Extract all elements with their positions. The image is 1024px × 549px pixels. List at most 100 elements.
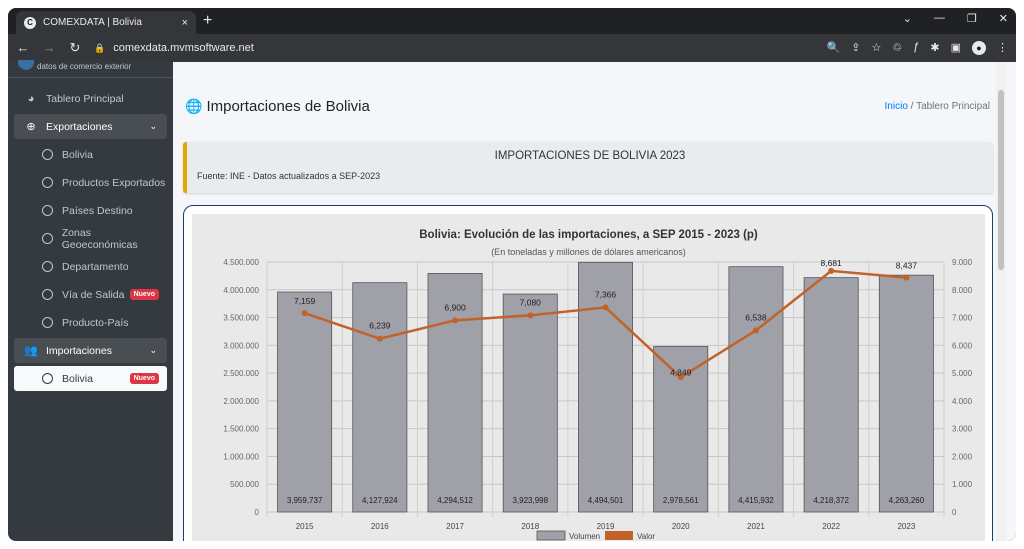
- extensions-puzzle-icon[interactable]: ✱: [930, 42, 940, 54]
- imports-chart: 0 0 500.000 1.000 1.000.000 2.000 1.500.000 3.0…: [223, 258, 973, 541]
- close-window-icon[interactable]: ✕: [998, 13, 1008, 25]
- bar-volumen: [352, 282, 408, 513]
- sidebar-item-productos-exportados[interactable]: Productos Exportados: [14, 170, 167, 195]
- x-tick-label: 2015: [296, 522, 314, 531]
- browser-tab[interactable]: C COMEXDATA | Bolivia ×: [16, 11, 196, 34]
- callout-heading: IMPORTACIONES DE BOLIVIA 2023: [494, 150, 686, 162]
- y-left-tick-label: 3.500.000: [223, 314, 259, 323]
- line-data-label: 8,437: [896, 261, 918, 271]
- line-point-valor: [903, 274, 910, 281]
- bookmark-star-icon[interactable]: ☆: [871, 42, 882, 54]
- sidebar-item-producto-pais[interactable]: Producto-País: [14, 310, 167, 335]
- line-data-label: 6,900: [444, 302, 466, 312]
- line-point-valor: [527, 312, 534, 319]
- circle-icon: [42, 177, 53, 188]
- x-tick-label: 2018: [521, 522, 539, 531]
- brand-logo-icon: [18, 60, 34, 70]
- circle-icon: [42, 233, 53, 244]
- bar-data-label: 4,263,260: [889, 496, 925, 505]
- lock-icon[interactable]: 🔒: [94, 42, 106, 53]
- bar-data-label: 3,923,998: [512, 496, 548, 505]
- chevron-down-icon: ⌄: [149, 121, 157, 131]
- new-badge: Nuevo: [129, 289, 159, 300]
- sidebar-item-imp-bolivia[interactable]: Bolivia Nuevo: [14, 366, 167, 391]
- y-right-tick-label: 9.000: [952, 258, 973, 267]
- callout-source: Fuente: INE - Datos actualizados a SEP-2…: [197, 171, 381, 181]
- profile-avatar-icon[interactable]: ●: [972, 41, 986, 55]
- sidebar-item-label: Países Destino: [62, 204, 133, 217]
- bar-volumen: [427, 273, 483, 513]
- restore-icon[interactable]: ❐: [966, 13, 977, 25]
- bar-volumen: [277, 291, 333, 513]
- y-right-tick-label: 1.000: [952, 480, 973, 489]
- zoom-icon[interactable]: 🔍: [826, 42, 841, 54]
- sidebar-item-label: Bolivia: [62, 372, 93, 385]
- sidebar-item-paises-destino[interactable]: Países Destino: [14, 198, 167, 223]
- sidebar-item-zonas-geoeconomicas[interactable]: Zonas Geoeconómicas: [14, 226, 167, 251]
- y-left-tick-label: 1.000.000: [223, 452, 259, 461]
- page-scrollbar[interactable]: [996, 62, 1006, 541]
- back-icon[interactable]: ←: [16, 40, 30, 55]
- x-tick-label: 2020: [672, 522, 690, 531]
- circle-icon: [42, 261, 53, 272]
- share-icon[interactable]: ⇪: [851, 42, 861, 54]
- line-data-label: 7,159: [294, 296, 316, 306]
- bar-volumen: [878, 274, 934, 513]
- bar-data-label: 4,127,924: [362, 496, 398, 505]
- breadcrumb-home-link[interactable]: Inicio: [884, 101, 908, 112]
- line-point-valor: [376, 335, 383, 342]
- extension-recycle-icon[interactable]: ♲: [892, 42, 903, 54]
- users-icon: 👥: [24, 345, 38, 357]
- sidebar-item-label: Importaciones: [46, 344, 112, 357]
- url-field[interactable]: 🔒 comexdata.mvmsoftware.net: [94, 37, 827, 59]
- y-left-tick-label: 1.500.000: [223, 425, 259, 434]
- page-title-text: Importaciones de Bolivia: [206, 98, 370, 115]
- line-point-valor: [828, 267, 835, 274]
- y-right-tick-label: 2.000: [952, 452, 973, 461]
- page-title: 🌐 Importaciones de Bolivia: [185, 98, 370, 115]
- x-tick-label: 2016: [371, 522, 389, 531]
- sidebar-item-exportaciones[interactable]: ⊕ Exportaciones ⌄: [14, 114, 167, 139]
- sidebar-item-label: Producto-País: [62, 316, 129, 329]
- scrollbar-thumb[interactable]: [998, 90, 1004, 270]
- bar-volumen: [728, 266, 784, 513]
- side-panel-icon[interactable]: ▣: [950, 42, 961, 54]
- bar-volumen: [803, 277, 859, 513]
- x-tick-label: 2022: [822, 522, 840, 531]
- y-right-tick-label: 4.000: [952, 397, 973, 406]
- sidebar-item-label: Departamento: [62, 260, 129, 273]
- line-point-valor: [677, 374, 684, 381]
- circle-icon: [42, 205, 53, 216]
- new-tab-button[interactable]: +: [203, 12, 213, 29]
- minimize-icon[interactable]: —: [933, 12, 945, 24]
- sidebar-item-departamento[interactable]: Departamento: [14, 254, 167, 279]
- sidebar-item-tablero-principal[interactable]: ◕ Tablero Principal: [14, 86, 167, 111]
- main-content: 🌐 Importaciones de Bolivia Inicio / Tabl…: [173, 62, 1006, 541]
- y-right-tick-label: 3.000: [952, 425, 973, 434]
- circle-icon: [42, 317, 53, 328]
- globe-icon: ⊕: [26, 121, 36, 133]
- line-data-label: 7,366: [595, 289, 617, 299]
- page: datos de comercio exterior ◕ Tablero Pri…: [8, 60, 1016, 541]
- x-tick-label: 2019: [597, 522, 615, 531]
- y-right-tick-label: 8.000: [952, 286, 973, 295]
- close-tab-icon[interactable]: ×: [181, 16, 188, 29]
- extension-formula-icon[interactable]: ƒ: [913, 41, 920, 53]
- sidebar-item-exp-bolivia[interactable]: Bolivia: [14, 142, 167, 167]
- line-point-valor: [752, 327, 759, 334]
- brand[interactable]: datos de comercio exterior: [8, 60, 173, 78]
- y-left-tick-label: 500.000: [230, 480, 259, 489]
- chevron-down-icon: ⌄: [149, 345, 157, 355]
- brand-text: datos de comercio exterior: [37, 62, 132, 71]
- sidebar-item-via-de-salida[interactable]: Vía de Salida Nuevo: [14, 282, 167, 307]
- browser-menu-icon[interactable]: ⋮: [997, 42, 1008, 54]
- x-tick-label: 2017: [446, 522, 464, 531]
- bar-data-label: 4,415,932: [738, 496, 774, 505]
- forward-icon[interactable]: →: [42, 40, 56, 55]
- sidebar: datos de comercio exterior ◕ Tablero Pri…: [8, 60, 173, 541]
- y-left-tick-label: 4.500.000: [223, 258, 259, 267]
- tab-search-icon[interactable]: ⌄: [902, 13, 912, 25]
- circle-icon: [42, 149, 53, 160]
- reload-icon[interactable]: ↻: [69, 40, 81, 55]
- sidebar-item-importaciones[interactable]: 👥 Importaciones ⌄: [14, 338, 167, 363]
